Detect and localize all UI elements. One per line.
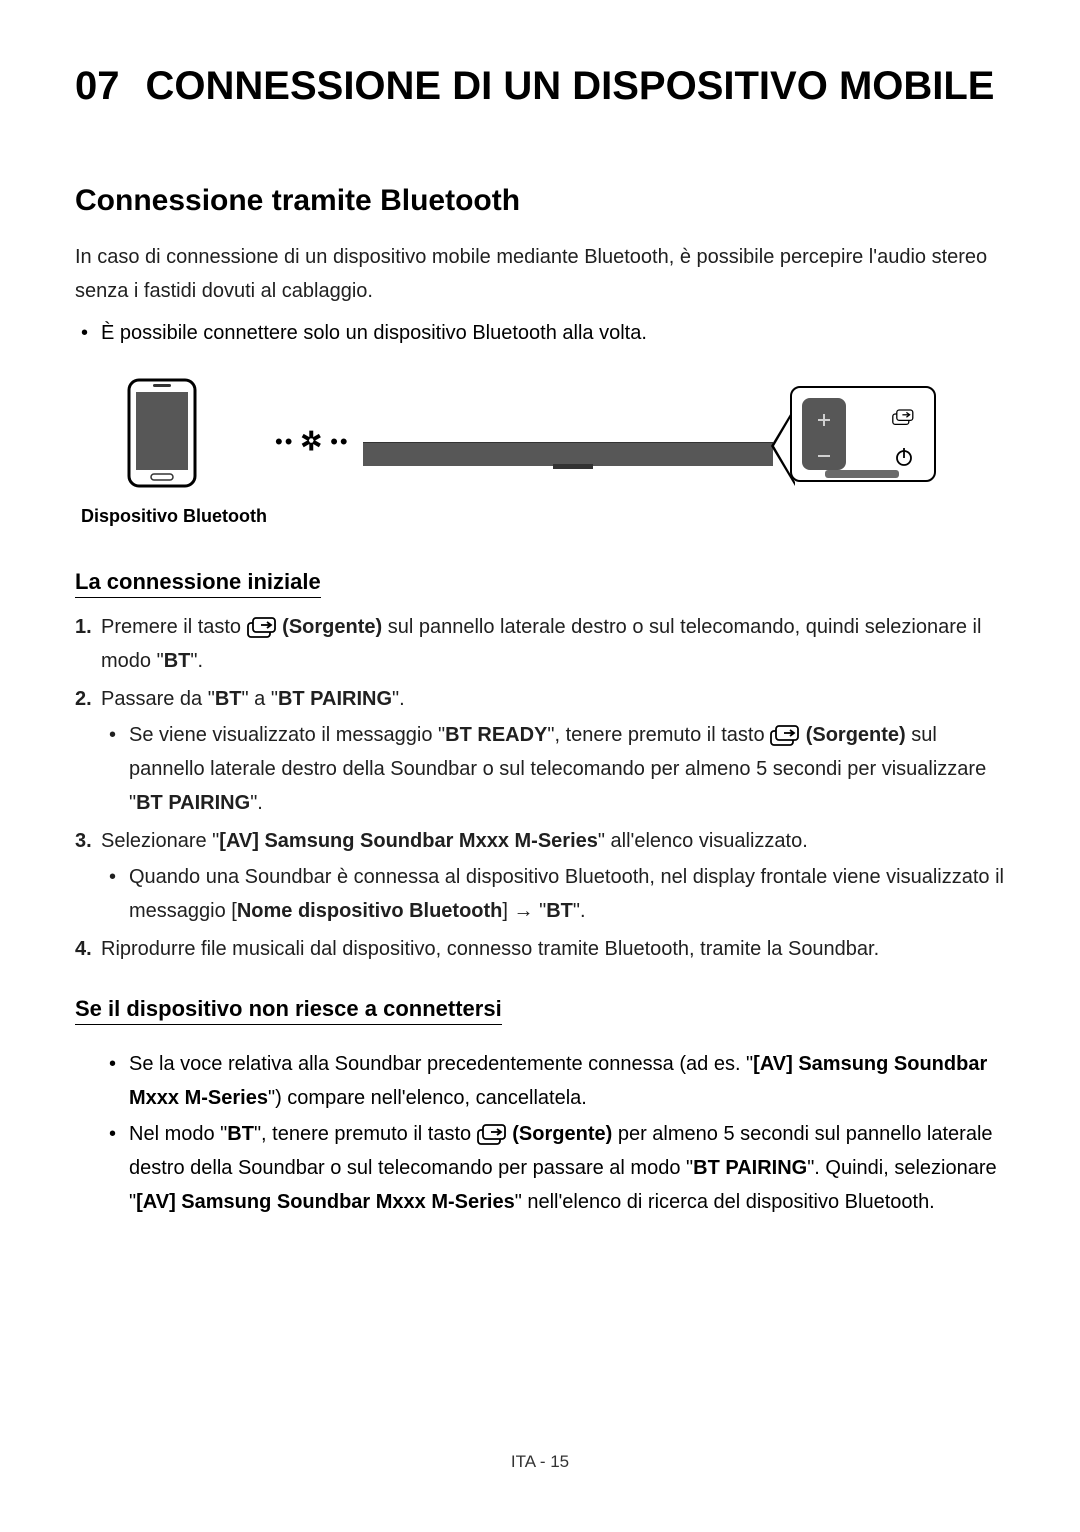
chapter-number: 07 bbox=[75, 60, 120, 112]
source-icon bbox=[770, 725, 800, 747]
soundbar-base-icon bbox=[825, 470, 899, 478]
step-4: Riprodurre file musicali dal dispositivo… bbox=[101, 932, 1005, 966]
plus-icon bbox=[812, 408, 836, 432]
step-3: Selezionare "[AV] Samsung Soundbar Mxxx … bbox=[101, 824, 1005, 928]
connection-diagram: ••✲•• bbox=[75, 378, 1005, 498]
intro-bullet-item: È possibile connettere solo un dispositi… bbox=[101, 316, 1005, 350]
section-title: Connessione tramite Bluetooth bbox=[75, 184, 1005, 218]
step-1: Premere il tasto (Sorgente) sul pannello… bbox=[101, 610, 1005, 678]
subsection-initial-connection: La connessione iniziale bbox=[75, 569, 321, 598]
cannot-connect-bullet-2: Nel modo "BT", tenere premuto il tasto (… bbox=[129, 1117, 1005, 1219]
source-icon bbox=[247, 617, 277, 639]
source-icon bbox=[892, 406, 916, 430]
cannot-connect-bullet-1: Se la voce relativa alla Soundbar preced… bbox=[129, 1047, 1005, 1115]
bluetooth-link-icon: ••✲•• bbox=[275, 426, 350, 457]
step-2: Passare da "BT" a "BT PAIRING". Se viene… bbox=[101, 682, 1005, 820]
intro-bullet-list: È possibile connettere solo un dispositi… bbox=[75, 316, 1005, 350]
chapter-title: 07 CONNESSIONE DI UN DISPOSITIVO MOBILE bbox=[75, 60, 1005, 112]
minus-icon bbox=[812, 444, 836, 468]
diagram-caption: Dispositivo Bluetooth bbox=[81, 506, 1005, 527]
control-panel-icon bbox=[790, 386, 936, 482]
power-icon bbox=[892, 444, 916, 468]
initial-connection-steps: Premere il tasto (Sorgente) sul pannello… bbox=[75, 610, 1005, 966]
cannot-connect-bullets: Se la voce relativa alla Soundbar preced… bbox=[75, 1047, 1005, 1219]
phone-icon bbox=[123, 378, 201, 488]
step-3-sub: Quando una Soundbar è connessa al dispos… bbox=[129, 860, 1005, 928]
step-2-sub: Se viene visualizzato il messaggio "BT R… bbox=[129, 718, 1005, 820]
source-icon bbox=[477, 1124, 507, 1146]
intro-paragraph: In caso di connessione di un dispositivo… bbox=[75, 240, 1005, 308]
soundbar-icon bbox=[363, 442, 773, 466]
chapter-text: CONNESSIONE DI UN DISPOSITIVO MOBILE bbox=[146, 60, 1006, 112]
subsection-cannot-connect: Se il dispositivo non riesce a connetter… bbox=[75, 996, 502, 1025]
page-footer: ITA - 15 bbox=[0, 1452, 1080, 1472]
